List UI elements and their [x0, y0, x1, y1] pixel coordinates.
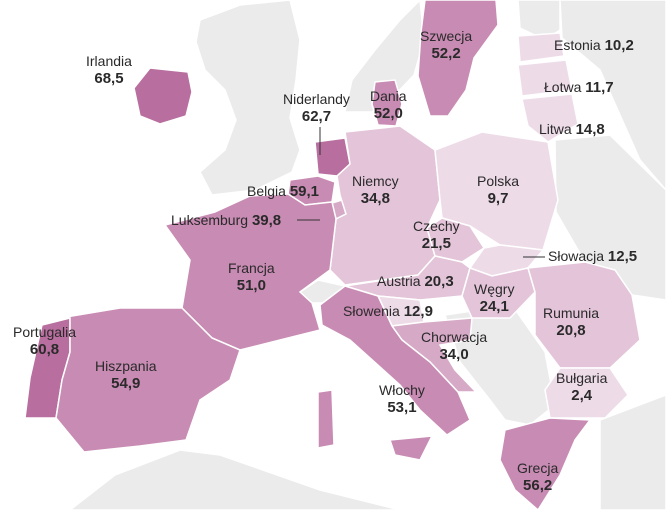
country-value: 34,8 — [360, 190, 390, 207]
label-wegry: Węgry 24,1 — [474, 281, 514, 315]
country-value: 62,7 — [301, 108, 332, 125]
country-name: Francja — [228, 260, 275, 276]
country-name: Portugalia — [13, 324, 77, 340]
label-niderlandy: Niderlandy 62,7 — [283, 91, 350, 125]
label-rumunia: Rumunia 20,8 — [543, 305, 599, 339]
russia-land — [559, 0, 666, 192]
country-name: Szwecja — [420, 28, 473, 44]
label-irlandia: Irlandia 68,5 — [86, 53, 132, 87]
country-value: 21,5 — [421, 235, 451, 252]
country-value: 39,8 — [251, 212, 282, 229]
country-name: Austria — [377, 273, 421, 289]
country-name: Irlandia — [86, 53, 132, 69]
africa-land — [68, 449, 401, 510]
label-szwecja: Szwecja 52,2 — [420, 28, 472, 62]
country-value: 53,1 — [387, 399, 417, 416]
country-value: 68,5 — [94, 70, 124, 87]
country-value: 51,0 — [236, 277, 266, 294]
label-litwa: Litwa 14,8 — [539, 121, 605, 138]
label-slowenia: Słowenia 12,9 — [343, 303, 433, 320]
label-lotwa: Łotwa 11,7 — [544, 79, 614, 96]
label-dania: Dania 52,0 — [370, 88, 407, 122]
country-name: Słowenia — [343, 303, 400, 319]
country-shape-irlandia — [133, 67, 193, 125]
label-polska: Polska 9,7 — [477, 173, 519, 207]
country-value: 2,4 — [571, 387, 593, 404]
country-value: 20,8 — [556, 322, 586, 339]
country-value: 9,7 — [487, 190, 509, 207]
country-shape-estonia — [517, 32, 565, 63]
label-francja: Francja 51,0 — [228, 260, 275, 294]
country-shape-grecja — [499, 417, 592, 510]
country-shape-sardynia — [317, 389, 335, 449]
label-portugalia: Portugalia 60,8 — [13, 324, 76, 358]
country-name: Chorwacja — [421, 329, 488, 345]
label-hiszpania: Hiszpania 54,9 — [95, 358, 156, 392]
label-austria: Austria 20,3 — [377, 273, 454, 290]
country-value: 56,2 — [523, 477, 553, 494]
label-luksemburg: Luksemburg 39,8 — [171, 212, 281, 229]
country-name: Estonia — [554, 37, 601, 53]
country-name: Rumunia — [543, 305, 600, 321]
country-shape-wlochy — [319, 285, 471, 436]
country-shape-francja — [163, 193, 337, 351]
country-name: Czechy — [413, 218, 460, 234]
label-bulgaria: Bułgaria 2,4 — [556, 370, 607, 404]
country-value: 59,1 — [289, 183, 320, 200]
label-slowacja: Słowacja 12,5 — [548, 248, 637, 265]
country-value: 10,2 — [604, 37, 634, 54]
country-shape-sycylia — [388, 435, 434, 461]
country-value: 52,2 — [431, 45, 461, 62]
label-niemcy: Niemcy 34,8 — [352, 173, 399, 207]
country-name: Niemcy — [352, 173, 399, 189]
country-shape-szwecja — [417, 0, 499, 117]
country-shape-bulgaria — [544, 367, 629, 419]
country-name: Belgia — [247, 183, 286, 199]
country-shape-litwa — [521, 93, 579, 143]
non-eu-land — [68, 0, 666, 510]
country-name: Łotwa — [544, 79, 582, 95]
label-wlochy: Włochy 53,1 — [379, 382, 425, 416]
country-value: 14,8 — [575, 121, 605, 138]
country-value: 34,0 — [439, 346, 469, 363]
country-name: Luksemburg — [171, 212, 249, 228]
country-value: 11,7 — [585, 79, 614, 96]
country-value: 12,5 — [607, 248, 638, 265]
country-shape-rumunia — [527, 261, 641, 369]
country-name: Hiszpania — [95, 358, 157, 374]
label-belgia: Belgia 59,1 — [247, 183, 319, 200]
country-shape-lotwa — [517, 59, 573, 97]
country-value: 54,9 — [111, 375, 141, 392]
label-grecja: Grecja 56,2 — [517, 460, 558, 494]
turkey-land — [599, 394, 666, 510]
country-name: Grecja — [517, 460, 559, 476]
country-name: Włochy — [379, 382, 425, 398]
country-value: 24,1 — [479, 298, 509, 315]
eu-countries — [24, 0, 641, 510]
label-estonia: Estonia 10,2 — [554, 37, 634, 54]
uk-land — [195, 0, 301, 196]
country-name: Dania — [370, 88, 407, 104]
country-value: 20,3 — [424, 273, 454, 290]
country-name: Litwa — [539, 121, 572, 137]
country-value: 12,9 — [403, 303, 433, 320]
label-chorwacja: Chorwacja 34,0 — [421, 329, 487, 363]
country-name: Bułgaria — [556, 370, 608, 386]
country-name: Węgry — [474, 281, 515, 297]
country-name: Słowacja — [548, 248, 605, 264]
country-value: 52,0 — [373, 105, 403, 122]
country-shape-hiszpania — [55, 307, 241, 453]
label-czechy: Czechy 21,5 — [413, 218, 460, 252]
country-value: 60,8 — [29, 341, 60, 358]
country-name: Polska — [477, 173, 520, 189]
country-name: Niderlandy — [283, 91, 350, 107]
